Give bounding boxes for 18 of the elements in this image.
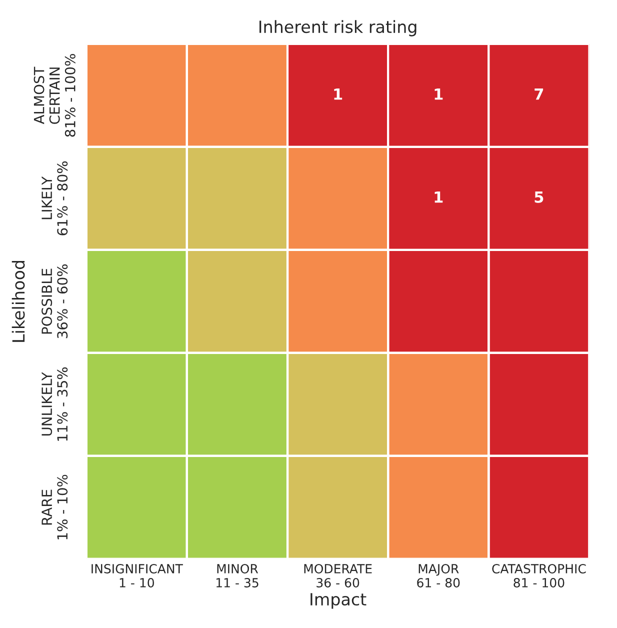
y-tick-label: LIKELY 61% - 80%: [42, 161, 68, 236]
y-tick-label: RARE 1% - 10%: [42, 474, 68, 540]
x-tick-label: MODERATE 36 - 60: [304, 564, 372, 588]
y-tick-label: POSSIBLE 36% - 60%: [42, 264, 68, 338]
data-label: 1: [334, 88, 342, 100]
data-label: 1: [434, 88, 443, 100]
x-tick-label: INSIGNIFICANT 1 - 10: [92, 564, 183, 588]
y-axis-title: Likelihood: [12, 260, 25, 342]
data-label: 5: [534, 192, 544, 203]
y-tick-label: UNLIKELY 11% - 35%: [42, 367, 68, 441]
x-tick-label: MINOR 11 - 35: [216, 564, 258, 588]
x-axis-title: Impact: [310, 593, 366, 609]
x-tick-label: CATASTROPHIC 81 - 100: [492, 564, 586, 588]
x-tick-label: MAJOR 61 - 80: [417, 564, 460, 588]
data-label: 7: [534, 88, 544, 100]
data-label: 1: [434, 192, 443, 203]
chart-title: Inherent risk rating: [259, 20, 416, 36]
y-tick-label: ALMOST CERTAIN 81% - 100%: [34, 54, 76, 137]
